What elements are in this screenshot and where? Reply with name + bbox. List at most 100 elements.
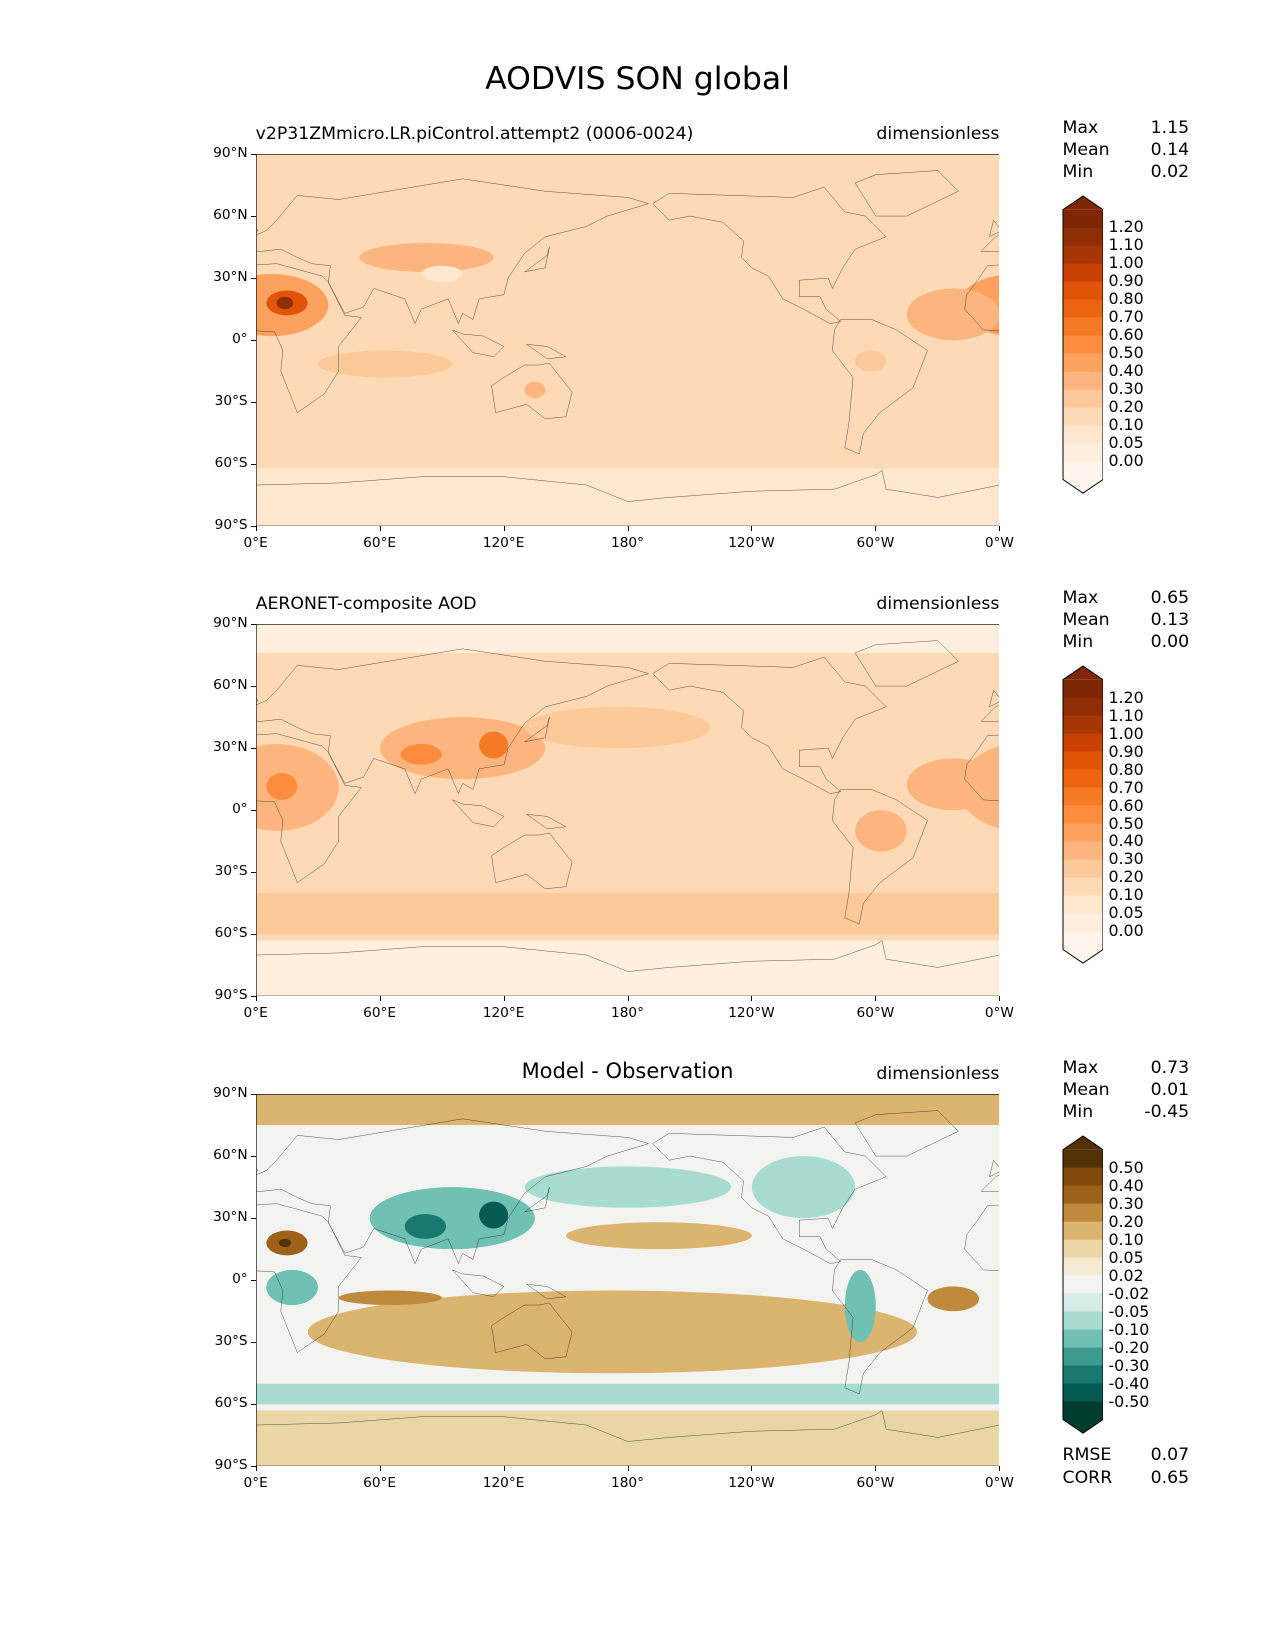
panel-title-left: v2P31ZMmicro.LR.piControl.attempt2 (0006… (255, 123, 694, 144)
colorbar-tick-label: -0.10 (1108, 1319, 1150, 1339)
lon-tick-label: 60°W (856, 535, 895, 551)
colorbar-tick-label: 0.40 (1108, 831, 1144, 851)
lat-tick-mark (250, 1218, 256, 1220)
colorbar-extend-max (1062, 1136, 1103, 1150)
stat-value-mean: 0.14 (1150, 139, 1190, 160)
field-region (256, 1094, 1000, 1125)
lon-tick-mark (379, 996, 381, 1002)
lat-tick-label: 30°S (214, 1333, 248, 1350)
colorbar-segment (1062, 263, 1103, 282)
stat-label-mean: Mean (1062, 610, 1110, 631)
colorbar-outline (1062, 665, 1103, 964)
lat-tick-label: 30°N (213, 1209, 248, 1226)
coastline (964, 1204, 999, 1353)
lon-tick-label: 60°W (856, 1475, 895, 1492)
field-region (566, 1222, 752, 1249)
lat-tick-mark (250, 215, 256, 217)
lon-tick-mark (999, 996, 1001, 1002)
coastline (855, 170, 958, 216)
colorbar-segment (1062, 697, 1103, 717)
lat-tick-label: 90°N (213, 614, 248, 631)
lat-tick-label: 30°N (213, 738, 248, 755)
field-region (256, 893, 1000, 934)
colorbar-segment (1062, 823, 1103, 842)
field-region (524, 1166, 731, 1207)
colorbar-segment (1062, 209, 1103, 228)
coastline (855, 640, 958, 686)
field-region (855, 810, 907, 851)
stat-value-mean: 0.13 (1150, 610, 1190, 631)
colorbar-segment (1062, 751, 1103, 771)
colorbar-segment (1062, 245, 1103, 264)
colorbar (1062, 1135, 1103, 1434)
colorbar-segment (1062, 371, 1103, 390)
colorbar-extend-min (1062, 1419, 1103, 1434)
colorbar-segment (1062, 335, 1103, 354)
coastline (989, 220, 999, 237)
lon-tick-mark (999, 526, 1001, 531)
field-region (400, 744, 441, 765)
lat-tick-mark (250, 1342, 256, 1344)
units-label: dimensionless (876, 593, 1000, 614)
map-panel (256, 154, 1000, 526)
colorbar-segment (1062, 1221, 1103, 1241)
colorbar-tick-label: 0.10 (1108, 885, 1144, 905)
coastline (652, 657, 885, 794)
colorbar-extend-min (1062, 949, 1103, 964)
lon-tick-mark (503, 996, 505, 1002)
field-region (359, 243, 493, 272)
coastline (524, 247, 549, 272)
colorbar-segment (1062, 1257, 1103, 1277)
colorbar-tick-label: 0.05 (1108, 433, 1144, 453)
colorbar-tick-label: 0.10 (1108, 1229, 1144, 1249)
field-region (479, 1202, 508, 1229)
lon-tick-label: 120°E (482, 1475, 525, 1492)
field-region (266, 1270, 318, 1305)
colorbar-segment (1062, 299, 1103, 318)
colorbar-segment (1062, 895, 1103, 914)
colorbar-segment (1062, 317, 1103, 336)
field-region (266, 773, 297, 800)
colorbar-tick-label: 0.50 (1108, 1157, 1144, 1177)
colorbar-tick-label: 0.30 (1108, 1193, 1144, 1213)
lat-tick-label: 60°S (214, 454, 248, 471)
lat-tick-mark (250, 1404, 256, 1406)
colorbar-outline (1062, 1135, 1103, 1434)
lat-tick-label: 90°S (214, 517, 248, 533)
lon-tick-label: 0°E (243, 1475, 268, 1492)
lon-tick-mark (255, 1466, 257, 1472)
coastline (256, 649, 649, 794)
lon-tick-label: 0°W (984, 1005, 1014, 1022)
colorbar-extend-max (1062, 195, 1103, 210)
lon-tick-label: 0°E (243, 1005, 268, 1022)
lon-tick-mark (255, 996, 257, 1002)
lat-tick-mark (250, 810, 256, 812)
colorbar-tick-label: -0.40 (1108, 1373, 1150, 1393)
lon-tick-label: 120°W (728, 535, 775, 551)
lat-tick-mark (250, 401, 256, 403)
colorbar-tick-label: 0.70 (1108, 307, 1144, 327)
colorbar-tick-label: 0.80 (1108, 759, 1144, 779)
field-region (256, 624, 1000, 653)
stat-value-max: 1.15 (1150, 117, 1190, 138)
colorbar-tick-label: -0.05 (1108, 1301, 1150, 1321)
field-region (256, 439, 1000, 468)
colorbar-tick-label: -0.20 (1108, 1337, 1150, 1357)
lon-tick-mark (751, 526, 753, 531)
coastline (989, 1160, 999, 1177)
colorbar-tick-label: -0.30 (1108, 1355, 1150, 1375)
colorbar-tick-label: 0.30 (1108, 379, 1144, 399)
coastline (832, 1260, 927, 1394)
lon-tick-label: 180° (611, 1005, 644, 1022)
colorbar (1062, 665, 1103, 964)
lat-tick-mark (250, 934, 256, 936)
stat-label-min: Min (1062, 162, 1094, 182)
field-region (844, 1270, 875, 1342)
lon-tick-label: 180° (611, 1475, 644, 1492)
field-region (751, 1156, 854, 1218)
lat-tick-label: 0° (232, 801, 248, 818)
coastline (652, 187, 885, 324)
coastline (652, 1127, 885, 1264)
colorbar-tick-label: 0.40 (1108, 1175, 1144, 1195)
